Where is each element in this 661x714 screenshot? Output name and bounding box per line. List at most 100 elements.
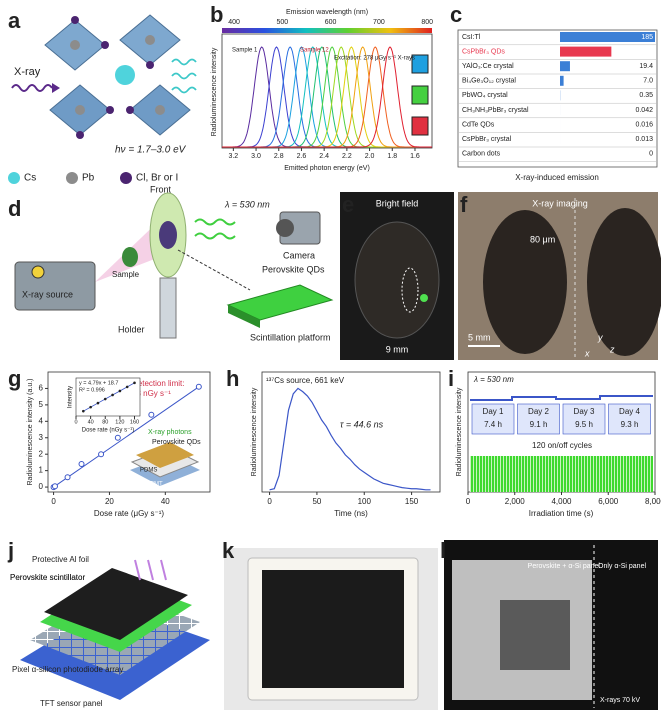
legend-label: Cs: [24, 173, 36, 184]
label: 9.1 h: [530, 420, 548, 429]
point: [78, 461, 85, 468]
value-label: 0: [649, 151, 653, 158]
category-label: YAlO₃:Ce crystal: [462, 63, 514, 70]
panel-sensor: [262, 570, 404, 688]
beetle-image: [587, 208, 661, 356]
x-tick-label: 160: [130, 419, 139, 425]
day-box: [517, 403, 560, 435]
point: [64, 474, 71, 481]
label: 9.5 h: [575, 420, 593, 429]
highlight: [401, 267, 419, 313]
label: PDMS: [140, 468, 157, 474]
label: z: [609, 344, 615, 354]
inset-point: [111, 393, 114, 397]
value-label: 19.4: [639, 63, 653, 70]
label: Perovskite + α-Si panel: [528, 563, 601, 570]
label: X-rays 70 kV: [600, 697, 640, 704]
label: 80 μm: [530, 234, 555, 244]
day-box: [562, 403, 606, 435]
y-tick-label: 2: [39, 449, 44, 458]
x-tick-label: 400: [228, 19, 240, 26]
x-tick-label: 40: [161, 497, 170, 506]
label: Day 2: [528, 407, 549, 416]
label: X-ray source: [22, 289, 73, 299]
category-label: CsPbBr₃ QDs: [462, 48, 505, 55]
label: Radioluminescence intensity: [251, 387, 258, 476]
bar: [560, 46, 612, 57]
legend-swatch: [66, 172, 78, 184]
value-label: 0.016: [635, 121, 653, 128]
legend-swatch: [120, 172, 132, 184]
inset-point: [118, 389, 122, 393]
x-tick-label: 0: [466, 497, 471, 506]
panel-letter: f: [460, 192, 468, 217]
label: Front: [150, 184, 172, 194]
legend-swatch: [8, 172, 20, 184]
beetle-image: [483, 210, 567, 354]
plot-frame: [261, 371, 441, 493]
sample-photo: [411, 116, 429, 136]
x-tick-label: 0: [74, 419, 77, 425]
bar: [560, 32, 655, 42]
label: Sample: [112, 270, 140, 279]
x-tick-label: 1.6: [410, 153, 420, 160]
label: Intensity: [68, 386, 74, 408]
label: Radioluminescence intensity: [456, 387, 463, 476]
inset-line: [83, 382, 135, 412]
x-tick-label: 4,000: [551, 497, 572, 506]
decay-line: [269, 387, 431, 491]
label: Sample 1: [232, 48, 258, 54]
x-tick-label: 500: [277, 19, 289, 26]
label: Scintillation platform: [250, 332, 331, 342]
panel-letter: k: [222, 538, 235, 563]
label: TFT sensor panel: [40, 699, 103, 708]
label: Excitation: 278 μGy s⁻¹ X-rays: [334, 56, 415, 62]
x-tick-label: 2.2: [342, 153, 352, 160]
value-label: 0.013: [635, 136, 653, 143]
label: Radioluminescence intensity (a.u.): [27, 379, 34, 486]
value-label: 185: [641, 34, 653, 41]
panel-letter: d: [8, 196, 21, 221]
panel-letter: g: [8, 366, 21, 391]
y-tick-label: 1: [39, 466, 44, 475]
x-tick-label: 2.8: [274, 153, 284, 160]
device: [136, 442, 194, 468]
label: Dose rate (nGy s⁻¹): [82, 428, 135, 434]
label: X-ray photons: [128, 549, 178, 558]
day-box: [471, 403, 515, 435]
label: X-ray: [14, 66, 41, 78]
label: Emission wavelength (nm): [286, 9, 368, 16]
bar: [560, 75, 564, 86]
label: y: [597, 332, 603, 342]
label: x: [584, 348, 590, 358]
inset-point: [89, 405, 92, 409]
label: λ = 530 nm: [473, 375, 514, 384]
x-tick-label: 1.8: [387, 153, 397, 160]
label: Irradiation time (s): [529, 509, 594, 518]
label: Emitted photon energy (eV): [284, 165, 370, 172]
point: [98, 451, 105, 458]
x-tick-label: 3.2: [228, 153, 238, 160]
plot-frame: [47, 371, 211, 493]
inset-point: [82, 409, 85, 413]
label: hν = 1.7–3.0 eV: [115, 145, 187, 156]
label: X-ray imaging: [532, 198, 588, 208]
glow: [420, 294, 428, 302]
point: [148, 411, 155, 418]
label: Perovskite scintillator: [10, 573, 85, 582]
label: Sample 12: [300, 48, 329, 54]
y-tick-label: 6: [39, 384, 44, 393]
y-tick-label: 3: [39, 433, 44, 442]
label: Dose rate (μGy s⁻¹): [94, 509, 165, 518]
fit-line: [53, 386, 200, 488]
value-label: 100: [641, 48, 653, 55]
inset-point: [133, 381, 136, 385]
label: Radioluminescence intensity: [211, 47, 218, 136]
x-tick-label: 8,000: [645, 497, 661, 506]
x-tick-label: 100: [358, 497, 372, 506]
device-part: [500, 600, 570, 670]
panel-letter: l: [440, 538, 446, 563]
category-label: Carbon dots: [462, 151, 501, 158]
x-tick-label: 800: [421, 19, 433, 26]
